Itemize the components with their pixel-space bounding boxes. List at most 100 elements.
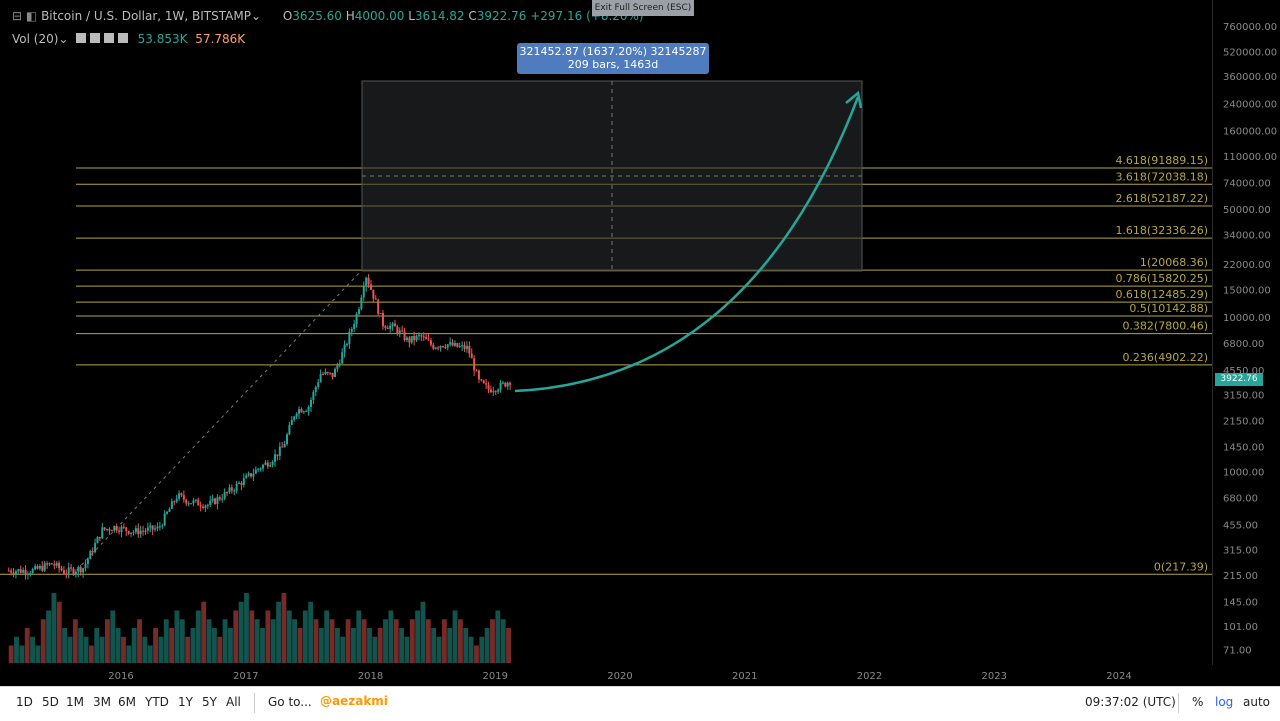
price-axis[interactable]: 760000.00 520000.00 360000.00 240000.00 1600… (1212, 0, 1280, 686)
volume-legend[interactable]: Vol (20)⌄ 53.853K 57.786K (12, 32, 245, 46)
volume-bar (78, 628, 84, 663)
price-tick-label: 315.00 (1223, 545, 1258, 556)
range-5y-button[interactable]: 5Y (202, 695, 217, 709)
candle-body (182, 495, 185, 500)
range-6m-button[interactable]: 6M (118, 695, 136, 709)
candle-body (348, 331, 351, 345)
collapse-icon[interactable]: ⊟ (12, 9, 23, 23)
range-all-button[interactable]: All (226, 695, 241, 709)
candle-body (374, 298, 377, 300)
candle-body (180, 493, 183, 496)
candle-body (422, 336, 425, 338)
volume-bar (276, 601, 281, 663)
candle-body (156, 526, 159, 529)
time-axis[interactable]: 2016 2017 2018 2019 2020 2021 2022 2023 2024 (0, 665, 1280, 686)
candle-body (504, 382, 507, 387)
candle-body (65, 573, 68, 575)
candle-body (302, 411, 305, 413)
candle-body (463, 345, 466, 349)
price-tick-label: 1450.00 (1223, 443, 1264, 454)
candle-body (365, 277, 368, 287)
range-5d-button[interactable]: 5D (42, 695, 59, 709)
volume-bar (265, 610, 271, 663)
volume-bar (334, 628, 340, 663)
volume-bar (318, 628, 324, 663)
volume-bar (179, 619, 185, 663)
candle-body (367, 277, 370, 285)
volume-bar (506, 628, 511, 663)
chart-area[interactable]: 4.618(91889.15) 3.618(72038.18) 2.618(5218… (0, 0, 1212, 665)
time-tick-label: 2016 (108, 671, 133, 682)
price-tick-label: 215.00 (1223, 571, 1258, 582)
candle-body (278, 446, 281, 456)
candle-body (456, 343, 459, 347)
candle-body (48, 563, 51, 565)
candle-body (489, 389, 492, 393)
candle-body (288, 424, 291, 435)
candle-body (501, 382, 504, 384)
candle-body (230, 487, 233, 491)
candle-body (70, 567, 73, 569)
log-scale-button[interactable]: log (1215, 695, 1234, 709)
volume-bar (126, 645, 132, 663)
range-1y-button[interactable]: 1Y (178, 695, 193, 709)
candle-body (154, 528, 157, 530)
candle-body (345, 344, 348, 346)
chevron-down-icon[interactable]: ⌄ (250, 9, 262, 23)
close-icon[interactable] (117, 33, 128, 43)
percent-scale-button[interactable]: % (1192, 695, 1204, 709)
candle-body (31, 569, 34, 574)
candle-body (468, 345, 471, 354)
candle-body (247, 473, 250, 476)
volume-bar (281, 593, 287, 663)
candle-body (178, 493, 181, 499)
volume-bar (351, 628, 356, 663)
settings-icon[interactable] (90, 33, 101, 43)
candle-body (305, 411, 308, 413)
candle-body (453, 343, 456, 346)
time-tick-label: 2020 (607, 671, 632, 682)
symbol-title[interactable]: Bitcoin / U.S. Dollar, 1W, BITSTAMP (41, 9, 251, 23)
candle-body (254, 469, 257, 474)
range-1m-button[interactable]: 1M (66, 695, 84, 709)
chevron-down-icon[interactable]: ⌄ (58, 32, 69, 46)
volume-bar (409, 619, 415, 663)
range-ytd-button[interactable]: YTD (145, 695, 169, 709)
candle-body (86, 559, 89, 565)
measure-line-1: 321452.87 (1637.20%) 32145287 (519, 45, 707, 58)
candle-body (72, 568, 75, 574)
ohlc-close-label: C (468, 9, 477, 23)
candle-body (163, 513, 166, 526)
candle-body (132, 532, 135, 534)
volume-bars (8, 593, 511, 663)
candle-body (115, 526, 118, 531)
candle-body (226, 492, 229, 494)
volume-bar (94, 628, 100, 663)
symbol-legend[interactable]: ⊟ ◧ Bitcoin / U.S. Dollar, 1W, BITSTAMP⌄… (12, 9, 644, 23)
volume-bar (104, 619, 110, 663)
candle-body (158, 526, 161, 528)
goto-button[interactable]: Go to... (268, 695, 312, 709)
volume-bar (56, 601, 62, 663)
price-tick-label: 74000.00 (1223, 178, 1271, 189)
candle-body (333, 368, 336, 377)
fib-level-label: 2.618(52187.22) (1115, 192, 1208, 205)
fib-level-label: 1.618(32336.26) (1115, 224, 1208, 237)
price-chart[interactable]: 4.618(91889.15) 3.618(72038.18) 2.618(5218… (0, 0, 1212, 665)
volume-label[interactable]: Vol (20) (12, 32, 59, 46)
clock-display[interactable]: 09:37:02 (UTC) (1085, 695, 1176, 709)
exit-fullscreen-button[interactable]: Exit Full Screen (ESC) (592, 0, 694, 16)
gear-icon[interactable] (103, 33, 114, 43)
volume-bar (495, 610, 501, 663)
range-3m-button[interactable]: 3M (93, 695, 111, 709)
candle-body (350, 328, 353, 332)
candle-body (58, 562, 61, 569)
auto-scale-button[interactable]: auto (1243, 695, 1271, 709)
volume-bar (62, 628, 68, 663)
volume-bar (14, 636, 19, 663)
candle-body (242, 478, 245, 485)
range-1d-button[interactable]: 1D (16, 695, 33, 709)
eye-icon[interactable] (76, 33, 87, 43)
candle-body (319, 374, 322, 383)
candle-body (473, 358, 476, 371)
